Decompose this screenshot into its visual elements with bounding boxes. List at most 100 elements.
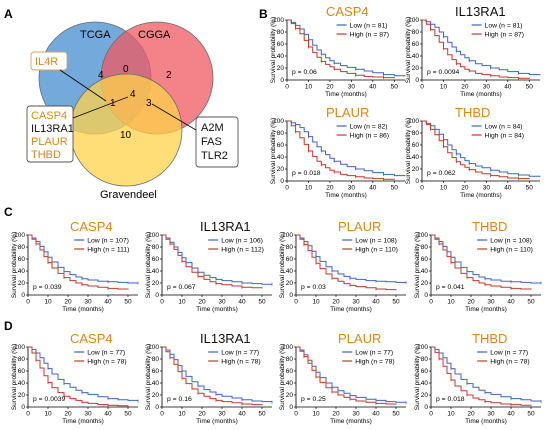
km-ytick-label: 60 (412, 142, 420, 149)
km-legend-low: Low (n = 77) (355, 349, 393, 356)
km-curve-low (287, 19, 406, 77)
km-ytick-label: 80 (421, 356, 429, 363)
venn-box-gene-il13ra1: IL13RA1 (31, 123, 74, 135)
km-xtick-label: 20 (467, 299, 475, 306)
km-ytick-label: 20 (18, 280, 26, 287)
km-xtick-label: 10 (312, 299, 320, 306)
km-ylabel: Survival probability (%) (405, 118, 412, 184)
km-ytick-label: 100 (408, 118, 419, 125)
km-ytick-label: 0 (415, 77, 419, 84)
venn-box-gene-a2m: A2M (201, 122, 224, 134)
km-xtick-label: 10 (447, 411, 455, 418)
km-ytick-label: 20 (152, 280, 160, 287)
km-chart-b-casp4: CASP4 0 20 40 60 80 100 0 10 20 30 40 50 Time (months… (270, 4, 406, 98)
km-xtick-label: 50 (124, 299, 132, 306)
km-legend-low: Low (n = 106) (221, 237, 263, 244)
km-title: IL13RA1 (200, 219, 251, 234)
km-ytick-label: 100 (14, 344, 25, 351)
km-ytick-label: 60 (152, 368, 160, 375)
km-title: THBD (455, 105, 490, 120)
km-legend-high: High (n = 112) (221, 246, 264, 253)
km-xlabel: Time (months) (465, 418, 507, 425)
venn-count-grav-only: 10 (120, 130, 132, 141)
km-xtick-label: 0 (285, 84, 289, 91)
km-curve-low (431, 346, 542, 402)
km-title: THBD (472, 331, 507, 346)
km-p-value: p = 0.067 (167, 284, 196, 291)
km-ytick-label: 20 (277, 166, 285, 173)
km-xtick-label: 10 (447, 299, 455, 306)
km-ytick-label: 100 (417, 232, 428, 239)
km-chart-d-casp4: CASP4 0 20 40 60 80 100 0 10 20 30 40 50 Time (months… (11, 331, 139, 425)
km-p-value: p = 0.03 (301, 284, 326, 291)
km-xtick-label: 40 (372, 411, 380, 418)
venn-count-tcga-grav: 1 (110, 98, 116, 109)
km-ytick-label: 0 (21, 292, 25, 299)
km-ytick-label: 80 (277, 130, 285, 137)
km-xtick-label: 0 (26, 299, 30, 306)
km-title: PLAUR (326, 105, 369, 120)
km-xtick-label: 40 (507, 411, 515, 418)
km-ytick-label: 20 (286, 392, 294, 399)
km-chart-d-il13ra1: IL13RA1 0 20 40 60 80 100 0 10 20 30 40 50 Time (mont… (145, 331, 273, 425)
km-legend-low: Low (n = 84) (485, 123, 523, 130)
km-title: IL13RA1 (455, 4, 506, 19)
venn-box-gene-fas: FAS (201, 136, 222, 148)
km-xlabel: Time (months) (465, 306, 507, 313)
venn-box-core-genes (26, 105, 74, 163)
km-ytick-label: 20 (421, 280, 429, 287)
km-xtick-label: 50 (124, 411, 132, 418)
km-title: CASP4 (70, 331, 113, 346)
km-xtick-label: 40 (504, 84, 512, 91)
km-ytick-label: 20 (412, 65, 420, 72)
venn-box-gene-thbd: THBD (31, 149, 61, 161)
km-legend-high: High (n = 86) (350, 132, 389, 139)
venn-box-il4r-text: IL4R (35, 56, 58, 68)
km-legend-high: High (n = 78) (490, 358, 529, 365)
km-ytick-label: 20 (277, 65, 285, 72)
km-legend-high: High (n = 84) (485, 132, 524, 139)
km-chart-c-il13ra1: IL13RA1 0 20 40 60 80 100 0 10 20 30 40 50 Time (mont… (145, 219, 273, 313)
km-ytick-label: 40 (286, 268, 294, 275)
km-ytick-label: 60 (421, 256, 429, 263)
venn-count-cgga-only: 2 (166, 70, 172, 81)
km-xtick-label: 30 (348, 185, 356, 192)
km-curve-low (287, 120, 406, 177)
venn-count-all-three: 4 (130, 89, 136, 100)
km-legend-low: Low (n = 108) (490, 237, 532, 244)
km-ytick-label: 100 (273, 17, 284, 24)
km-ytick-label: 40 (412, 53, 420, 60)
km-xtick-label: 20 (198, 299, 206, 306)
km-xtick-label: 40 (238, 299, 246, 306)
km-ytick-label: 80 (18, 356, 26, 363)
km-xtick-label: 50 (258, 299, 266, 306)
km-xtick-label: 40 (369, 84, 377, 91)
km-xtick-label: 50 (527, 299, 535, 306)
km-ytick-label: 0 (280, 77, 284, 84)
km-ytick-label: 60 (277, 41, 285, 48)
km-ytick-label: 80 (412, 130, 420, 137)
km-xtick-label: 10 (305, 185, 313, 192)
km-legend-low: Low (n = 77) (87, 349, 125, 356)
km-xtick-label: 0 (26, 411, 30, 418)
venn-arrow-il4r (59, 69, 107, 102)
km-xtick-label: 0 (160, 411, 164, 418)
km-legend-low: Low (n = 77) (221, 349, 259, 356)
km-xlabel: Time (months) (460, 192, 502, 199)
km-chart-c-casp4: CASP4 0 20 40 60 80 100 0 10 20 30 40 50 Time (months… (11, 219, 139, 313)
km-ytick-label: 100 (148, 344, 159, 351)
km-xtick-label: 20 (332, 411, 340, 418)
km-ytick-label: 0 (289, 292, 293, 299)
km-xtick-label: 30 (84, 411, 92, 418)
venn-box-gene-plaur: PLAUR (31, 136, 68, 148)
km-xtick-label: 0 (429, 411, 433, 418)
km-p-value: p = 0.018 (292, 170, 321, 177)
km-legend-high: High (n = 110) (355, 246, 398, 253)
km-ylabel: Survival probability (%) (145, 344, 152, 410)
km-title: CASP4 (326, 4, 369, 19)
km-ytick-label: 60 (286, 368, 294, 375)
km-xlabel: Time (months) (460, 91, 502, 98)
km-ytick-label: 0 (424, 404, 428, 411)
km-title: PLAUR (338, 331, 381, 346)
km-xtick-label: 20 (64, 411, 72, 418)
